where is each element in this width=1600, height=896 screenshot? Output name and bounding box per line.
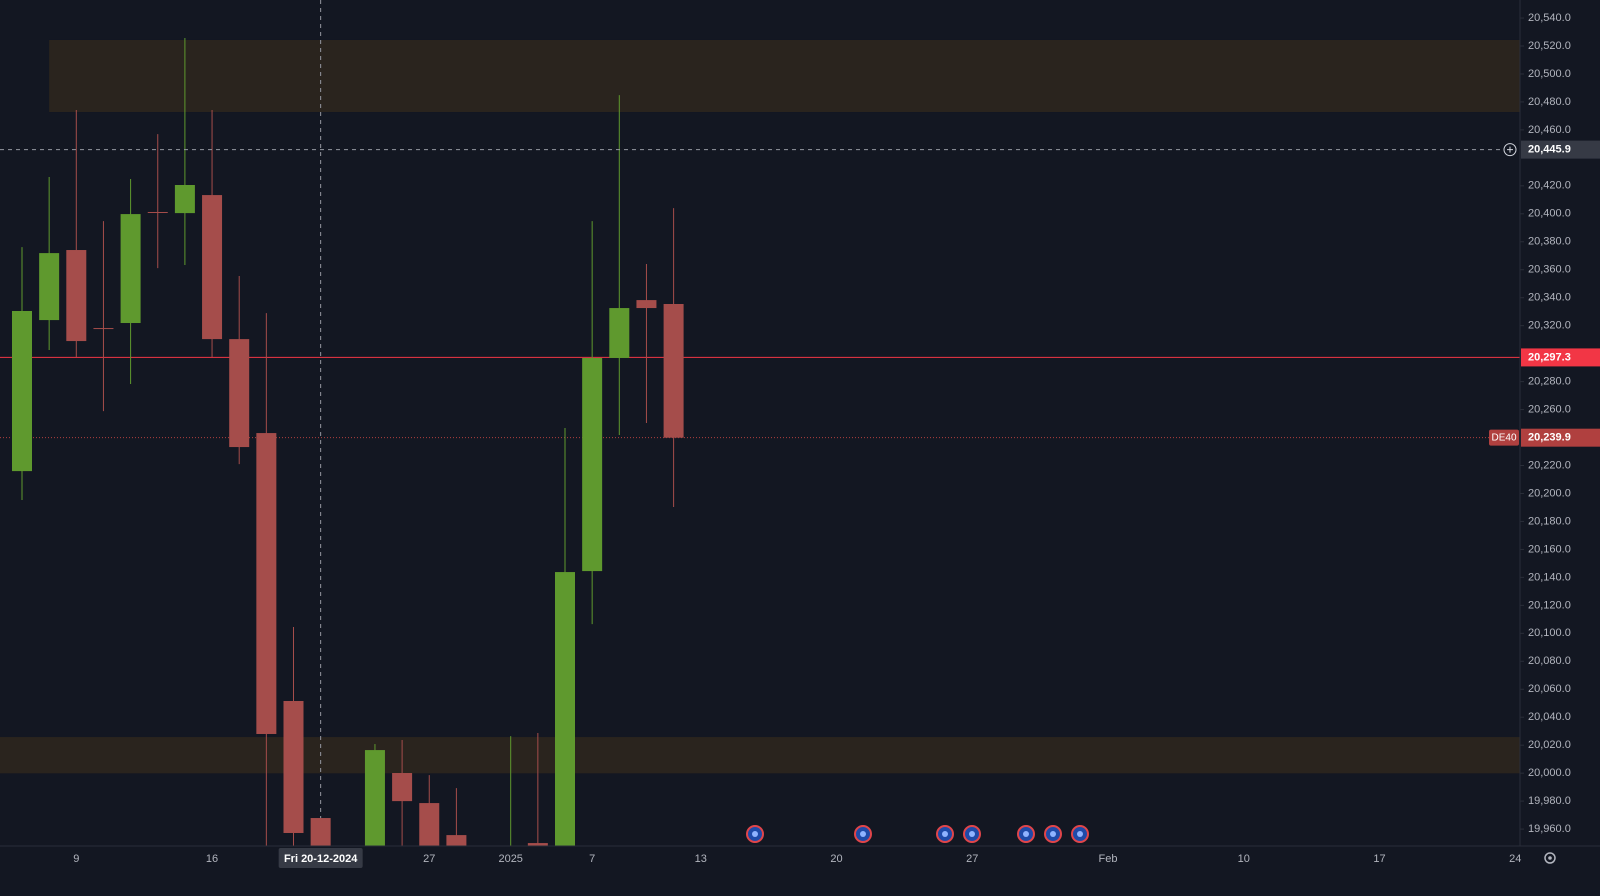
x-tick-label: 2025 [498, 853, 522, 865]
crosshair-date-box [278, 848, 363, 868]
candle-body [636, 300, 657, 309]
y-tick-label: 20,520.0 [1528, 40, 1571, 52]
candle-body [582, 357, 603, 572]
event-icon[interactable] [1071, 825, 1089, 843]
y-tick-label: 20,120.0 [1528, 599, 1571, 611]
y-tick-label: 20,420.0 [1528, 180, 1571, 192]
y-tick-label: 20,320.0 [1528, 320, 1571, 332]
candle-body [527, 843, 548, 846]
y-tick-label: 20,080.0 [1528, 655, 1571, 667]
candle-body [555, 572, 575, 846]
event-icon[interactable] [1017, 825, 1035, 843]
y-tick-label: 20,400.0 [1528, 208, 1571, 220]
y-tick-label: 20,020.0 [1528, 739, 1571, 751]
y-tick-label: 20,040.0 [1528, 711, 1571, 723]
x-tick-label: 10 [1238, 853, 1250, 865]
candle-body [12, 310, 32, 472]
candle-body [147, 211, 168, 213]
event-icon[interactable] [746, 825, 764, 843]
candle-body [229, 339, 250, 448]
event-icon[interactable] [854, 825, 872, 843]
event-icon[interactable] [963, 825, 981, 843]
symbol-price-box [1521, 428, 1600, 447]
event-icon[interactable] [1044, 825, 1062, 843]
y-tick-label: 20,100.0 [1528, 627, 1571, 639]
x-tick-label: 24 [1509, 853, 1521, 865]
y-tick-label: 20,160.0 [1528, 543, 1571, 555]
x-tick-label: 27 [423, 853, 435, 865]
y-tick-label: 20,060.0 [1528, 683, 1571, 695]
current-price-box [1521, 348, 1600, 367]
candle-body [419, 803, 440, 846]
x-tick-label: Feb [1099, 853, 1118, 865]
zone [0, 737, 1520, 774]
symbol-name: DE40 [1491, 432, 1516, 443]
x-tick-label: 20 [830, 853, 842, 865]
crosshair-price-box [1521, 140, 1600, 159]
crosshair-price-label: 20,445.9 [1528, 144, 1571, 156]
candle-body [39, 253, 60, 321]
candle-body [364, 750, 385, 846]
y-tick-label: 20,460.0 [1528, 124, 1571, 136]
y-tick-label: 20,500.0 [1528, 68, 1571, 80]
x-tick-label: 13 [695, 853, 707, 865]
x-tick-label: 7 [589, 853, 595, 865]
y-tick-label: 20,480.0 [1528, 96, 1571, 108]
symbol-price-label: 20,239.9 [1528, 432, 1571, 444]
x-tick-label: 27 [966, 853, 978, 865]
settings-icon[interactable] [1544, 852, 1556, 864]
symbol-name-box [1489, 429, 1519, 446]
y-tick-label: 20,280.0 [1528, 376, 1571, 388]
x-tick-label: 17 [1373, 853, 1385, 865]
y-tick-label: 20,140.0 [1528, 571, 1571, 583]
zone [49, 39, 1520, 113]
crosshair-date-label: Fri 20-12-2024 [284, 853, 358, 865]
candle-body [202, 195, 223, 340]
event-icon[interactable] [936, 825, 954, 843]
add-alert-icon[interactable] [1503, 143, 1517, 157]
candle-body [609, 308, 630, 358]
current-price-label: 20,297.3 [1528, 351, 1571, 363]
x-tick-label: 9 [73, 853, 79, 865]
candle-body [256, 433, 277, 734]
candle-body [93, 328, 114, 330]
y-tick-label: 20,380.0 [1528, 236, 1571, 248]
candle-body [663, 304, 684, 438]
y-tick-label: 20,540.0 [1528, 12, 1571, 24]
candle-body [283, 700, 304, 833]
candle-body [392, 773, 413, 802]
candle-body [174, 185, 195, 214]
plot-area [0, 0, 1520, 846]
candle-body [446, 835, 467, 846]
candle-body [120, 214, 141, 324]
event-icons [746, 825, 1089, 843]
y-tick-label: 20,340.0 [1528, 292, 1571, 304]
y-tick-label: 20,220.0 [1528, 459, 1571, 471]
add-alert-plus [1507, 146, 1513, 153]
y-tick-label: 20,260.0 [1528, 403, 1571, 415]
y-tick-label: 20,000.0 [1528, 767, 1571, 779]
x-tick-label: 16 [206, 853, 218, 865]
y-tick-label: 20,200.0 [1528, 487, 1571, 499]
candle-body [66, 250, 87, 342]
y-tick-label: 20,360.0 [1528, 264, 1571, 276]
y-tick-label: 19,980.0 [1528, 795, 1571, 807]
candle-body [310, 818, 331, 846]
y-tick-label: 20,180.0 [1528, 515, 1571, 527]
y-tick-label: 19,960.0 [1528, 823, 1571, 835]
